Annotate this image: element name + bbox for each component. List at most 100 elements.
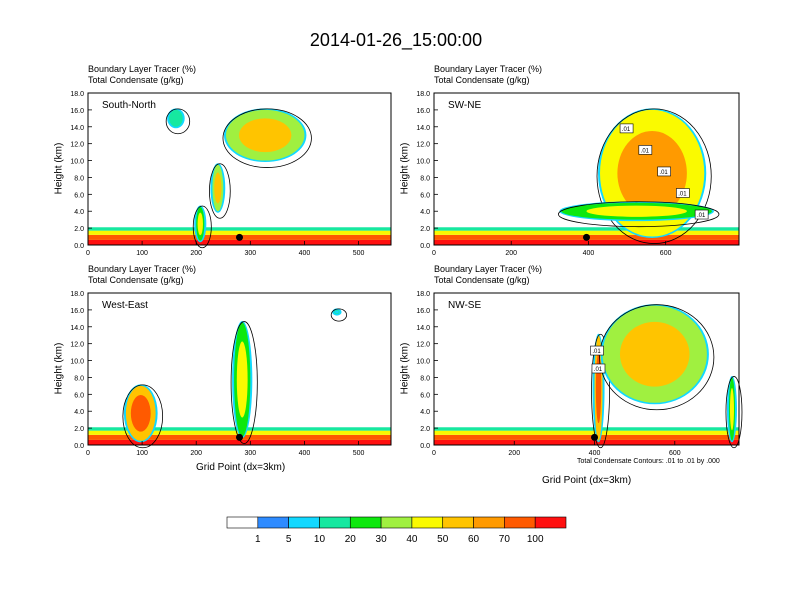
y-tick-label: 8.0 [74,375,84,382]
boundary-layer-band [88,227,391,231]
y-tick-label: 0.0 [420,243,430,250]
y-tick-label: 2.0 [420,426,430,433]
colorbar-swatch [257,516,289,529]
panel-header-tracer: Boundary Layer Tracer (%) [88,64,197,74]
y-tick-label: 12.0 [70,342,84,349]
y-tick-label: 14.0 [416,125,430,132]
x-tick-label: 100 [136,450,148,457]
colorbar-label: 60 [467,534,480,545]
x-tick-label: 0 [86,450,90,457]
x-tick-label: 600 [660,250,672,257]
condensate-contour [122,384,164,449]
colorbar-label: 20 [344,534,356,545]
cloud-core [130,395,151,432]
boundary-layer-band [434,227,739,231]
y-tick-label: 6.0 [74,392,84,399]
y-tick-label: 4.0 [74,409,84,416]
condensate-contour [599,304,715,411]
boundary-layer-band [88,439,391,445]
cloud-core [236,341,248,418]
contour-label: .01 [678,191,687,197]
y-tick-label: 18.0 [70,291,84,298]
colorbar-swatch [411,516,444,529]
condensate-contour [222,108,312,168]
cloud-core [214,172,222,204]
colorbar-swatch [473,516,505,529]
figure-title: 2014-01-26_15:00:00 [309,30,483,50]
y-tick-label: 16.0 [416,308,430,315]
colorbar-swatch [442,516,474,529]
y-tick-label: 8.0 [420,175,430,182]
condensate-contour [330,308,347,322]
condensate-contour [725,376,743,449]
x-axis-title-right: Grid Point (dx=3km) [542,475,632,486]
panel-name: SW-NE [448,100,481,111]
condensate-contour [209,163,231,219]
cloud-core [617,131,687,216]
x-tick-label: 0 [86,250,90,257]
contour-label: .01 [622,127,631,133]
contour-label-box [619,123,634,134]
colorbar-swatch [349,516,382,529]
y-tick-label: 14.0 [416,325,430,332]
y-tick-label: 2.0 [420,226,430,233]
x-tick-label: 400 [299,250,311,257]
y-axis-title: Height (km) [53,142,65,195]
cloud-core [595,352,602,424]
y-tick-label: 0.0 [74,243,84,250]
colorbar-label: 10 [313,534,326,545]
cloud-core [619,321,690,387]
x-tick-label: 200 [505,250,517,257]
colorbar-label: 40 [406,534,418,545]
location-marker [583,233,590,241]
footnote: Total Condensate Contours: .01 to .01 by… [577,458,720,465]
y-tick-label: 10.0 [416,359,430,366]
x-tick-label: 300 [244,250,256,257]
cloud-core [239,118,292,153]
y-axis-title: Height (km) [399,142,411,195]
boundary-layer-band [434,239,739,245]
panel-header-tracer: Boundary Layer Tracer (%) [88,264,197,274]
y-tick-label: 12.0 [416,342,430,349]
y-axis-title: Height (km) [53,342,65,395]
x-tick-label: 500 [353,450,365,457]
plot-frame [87,292,392,446]
panel-header-condensate: Total Condensate (g/kg) [88,75,184,85]
y-tick-label: 18.0 [416,91,430,98]
condensate-contour [596,108,712,244]
boundary-layer-band [434,434,739,440]
colorbar-label: 1 [255,534,261,545]
contour-label: .01 [659,170,668,176]
x-tick-label: 300 [244,450,256,457]
y-tick-label: 4.0 [74,209,84,216]
colorbar-swatch [380,516,413,529]
boundary-layer-band [434,430,739,435]
colorbar-label: 50 [437,534,449,545]
y-tick-label: 10.0 [70,359,84,366]
plot-frame [87,92,392,246]
condensate-contour [230,321,258,444]
boundary-layer-band [434,439,739,445]
contour-label-box [676,188,690,198]
x-tick-label: 100 [136,250,148,257]
boundary-layer-band [434,230,739,235]
x-tick-label: 500 [353,250,365,257]
y-tick-label: 6.0 [420,392,430,399]
y-tick-label: 14.0 [70,125,84,132]
x-tick-label: 200 [190,250,202,257]
y-tick-label: 12.0 [70,142,84,149]
location-marker [591,433,599,441]
panel-name: West-East [102,300,148,311]
y-tick-label: 14.0 [70,325,84,332]
colorbar-swatch [226,516,259,529]
contour-label: .01 [592,349,601,355]
contour-label-box [694,209,709,220]
contour-label-box [590,345,604,356]
y-tick-label: 2.0 [74,226,84,233]
contour-label: .01 [641,148,650,154]
colorbar-swatch [319,516,351,529]
y-tick-label: 16.0 [70,308,84,315]
panel-header-condensate: Total Condensate (g/kg) [88,275,184,285]
panel-header-tracer: Boundary Layer Tracer (%) [434,64,543,74]
